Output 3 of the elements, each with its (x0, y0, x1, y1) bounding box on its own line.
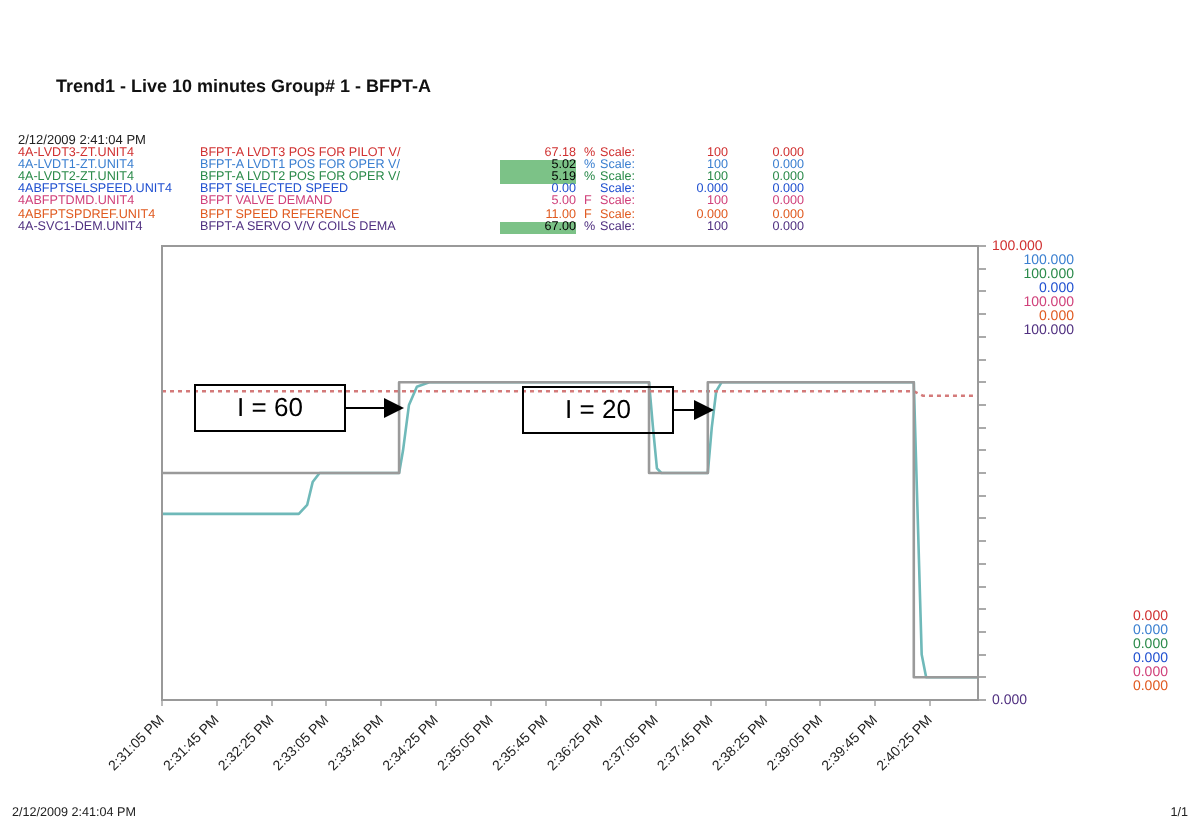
annotation: I = 20 (522, 386, 674, 434)
chart-title: Trend1 - Live 10 minutes Group# 1 - BFPT-A (56, 76, 432, 96)
annotation: I = 60 (194, 384, 346, 432)
